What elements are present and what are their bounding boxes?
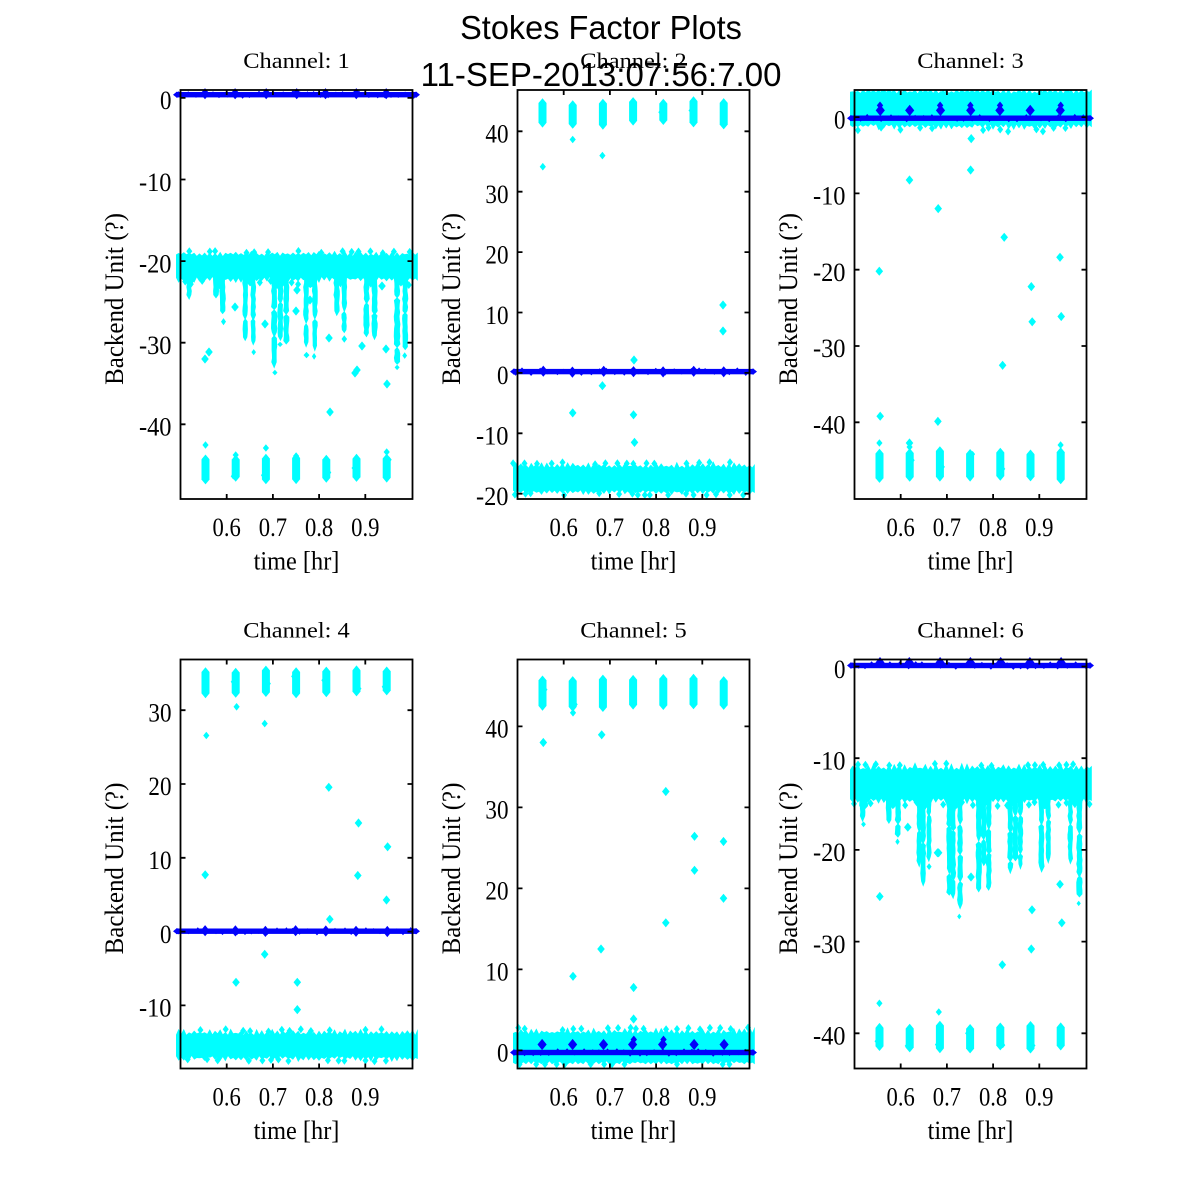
svg-text:Channel: 5: Channel: 5 — [580, 618, 686, 643]
svg-text:10: 10 — [485, 958, 508, 987]
svg-text:-20: -20 — [139, 251, 172, 279]
svg-text:-10: -10 — [139, 995, 172, 1023]
svg-text:Channel: 4: Channel: 4 — [243, 618, 350, 643]
svg-text:-30: -30 — [813, 336, 846, 364]
svg-text:-10: -10 — [476, 423, 509, 451]
svg-text:0.6: 0.6 — [550, 1083, 578, 1112]
svg-text:Backend Unit (?): Backend Unit (?) — [774, 783, 804, 955]
svg-text:0.6: 0.6 — [550, 514, 578, 543]
svg-text:0.6: 0.6 — [887, 1083, 915, 1112]
svg-text:time [hr]: time [hr] — [591, 548, 677, 576]
svg-text:time [hr]: time [hr] — [928, 548, 1014, 576]
svg-text:11-SEP-2013:07:56:7.00: 11-SEP-2013:07:56:7.00 — [421, 56, 782, 93]
svg-text:20: 20 — [485, 877, 508, 906]
svg-text:Channel: 1: Channel: 1 — [243, 49, 349, 74]
svg-text:30: 30 — [485, 181, 508, 210]
svg-text:time [hr]: time [hr] — [928, 1117, 1014, 1145]
svg-text:0.9: 0.9 — [688, 1083, 716, 1112]
svg-text:0.6: 0.6 — [213, 514, 241, 543]
svg-text:Backend Unit (?): Backend Unit (?) — [100, 213, 130, 385]
svg-text:0: 0 — [834, 106, 845, 135]
svg-text:30: 30 — [485, 796, 508, 825]
svg-text:-20: -20 — [813, 259, 846, 287]
svg-text:-20: -20 — [476, 483, 509, 511]
svg-text:0.8: 0.8 — [642, 514, 670, 543]
svg-text:0.8: 0.8 — [979, 1083, 1007, 1112]
svg-text:0: 0 — [834, 656, 845, 685]
svg-text:40: 40 — [485, 120, 508, 149]
svg-text:0.8: 0.8 — [979, 514, 1007, 543]
svg-text:-20: -20 — [813, 839, 846, 867]
svg-text:0.6: 0.6 — [887, 514, 915, 543]
svg-text:10: 10 — [485, 302, 508, 331]
svg-text:0.8: 0.8 — [305, 514, 333, 543]
svg-text:time [hr]: time [hr] — [254, 1117, 340, 1145]
svg-text:0.6: 0.6 — [213, 1083, 241, 1112]
svg-text:Backend Unit (?): Backend Unit (?) — [100, 783, 130, 955]
svg-text:Stokes Factor Plots: Stokes Factor Plots — [460, 9, 742, 46]
svg-text:0.7: 0.7 — [259, 1083, 287, 1112]
svg-text:0.9: 0.9 — [351, 1083, 379, 1112]
svg-text:-40: -40 — [813, 1023, 846, 1051]
svg-text:time [hr]: time [hr] — [591, 1117, 677, 1145]
svg-text:-40: -40 — [139, 414, 172, 442]
svg-text:-10: -10 — [813, 183, 846, 211]
svg-text:-10: -10 — [139, 169, 172, 197]
svg-text:0.7: 0.7 — [596, 514, 624, 543]
svg-text:Backend Unit (?): Backend Unit (?) — [437, 213, 467, 385]
svg-text:0: 0 — [160, 87, 171, 116]
svg-text:0.8: 0.8 — [642, 1083, 670, 1112]
svg-text:20: 20 — [485, 241, 508, 270]
svg-text:0.9: 0.9 — [351, 514, 379, 543]
svg-text:0.8: 0.8 — [305, 1083, 333, 1112]
svg-text:0.7: 0.7 — [933, 1083, 961, 1112]
svg-text:0: 0 — [497, 362, 508, 391]
svg-text:time [hr]: time [hr] — [254, 548, 340, 576]
svg-text:10: 10 — [148, 847, 171, 876]
svg-text:0.9: 0.9 — [688, 514, 716, 543]
svg-text:0.9: 0.9 — [1025, 514, 1053, 543]
svg-text:Backend Unit (?): Backend Unit (?) — [437, 783, 467, 955]
svg-text:0.7: 0.7 — [596, 1083, 624, 1112]
svg-text:0.7: 0.7 — [259, 514, 287, 543]
svg-text:Backend Unit (?): Backend Unit (?) — [774, 213, 804, 385]
svg-text:0.9: 0.9 — [1025, 1083, 1053, 1112]
svg-text:30: 30 — [148, 699, 171, 728]
svg-text:-10: -10 — [813, 748, 846, 776]
svg-text:-30: -30 — [139, 332, 172, 360]
svg-text:Channel: 3: Channel: 3 — [917, 49, 1023, 74]
svg-text:20: 20 — [148, 773, 171, 802]
svg-text:0: 0 — [497, 1039, 508, 1068]
svg-text:-40: -40 — [813, 412, 846, 440]
svg-text:Channel: 2: Channel: 2 — [580, 49, 686, 74]
svg-text:40: 40 — [485, 715, 508, 744]
svg-text:-30: -30 — [813, 931, 846, 959]
svg-text:Channel: 6: Channel: 6 — [917, 618, 1023, 643]
svg-text:0: 0 — [160, 921, 171, 950]
svg-text:0.7: 0.7 — [933, 514, 961, 543]
